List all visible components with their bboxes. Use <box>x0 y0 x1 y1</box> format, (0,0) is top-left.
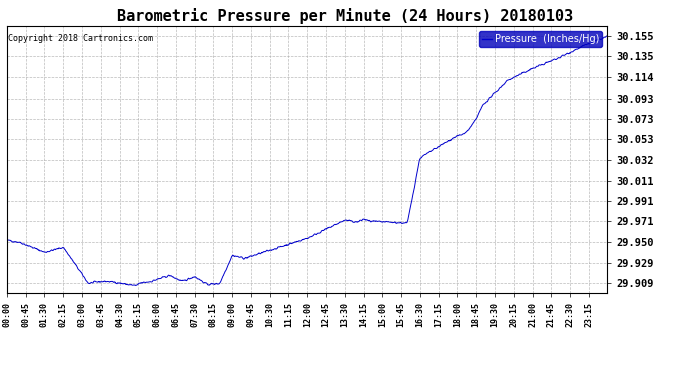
Text: Barometric Pressure per Minute (24 Hours) 20180103: Barometric Pressure per Minute (24 Hours… <box>117 8 573 24</box>
Text: Copyright 2018 Cartronics.com: Copyright 2018 Cartronics.com <box>8 34 153 43</box>
Legend: Pressure  (Inches/Hg): Pressure (Inches/Hg) <box>480 31 602 47</box>
